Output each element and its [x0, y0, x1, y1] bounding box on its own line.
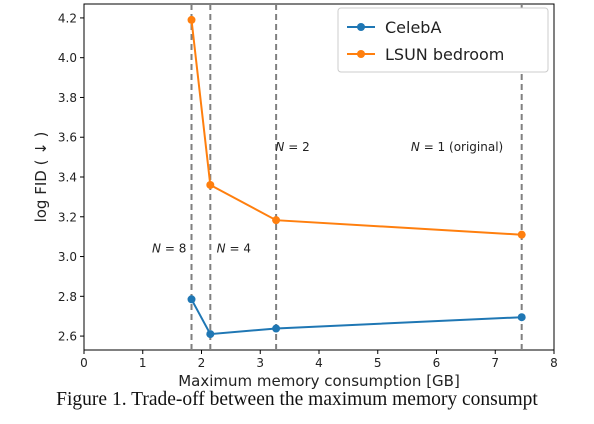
data-point — [187, 295, 196, 304]
data-point — [206, 330, 215, 339]
n-label: N = 8 — [152, 242, 186, 256]
x-tick-label: 4 — [315, 356, 323, 370]
y-tick-label: 3.8 — [58, 91, 77, 105]
y-tick-label: 3.6 — [58, 131, 77, 145]
data-point — [272, 324, 281, 333]
n-label: N = 4 — [217, 242, 251, 256]
x-tick-label: 6 — [433, 356, 441, 370]
y-tick-label: 2.6 — [58, 330, 77, 344]
y-tick-label: 3.0 — [58, 250, 77, 264]
x-tick-label: 8 — [550, 356, 558, 370]
y-tick-label: 3.2 — [58, 210, 77, 224]
n-label: N = 2 — [275, 140, 309, 154]
data-point — [206, 180, 215, 189]
x-tick-label: 1 — [139, 356, 147, 370]
series-line-1 — [190, 19, 522, 236]
x-tick-label: 7 — [491, 356, 499, 370]
series-line-0 — [190, 298, 522, 336]
legend-swatch-marker — [357, 50, 365, 58]
figure-caption: Figure 1. Trade-off between the maximum … — [56, 389, 538, 410]
data-point — [272, 216, 281, 225]
y-tick-label: 3.4 — [58, 171, 77, 185]
y-tick-label: 2.8 — [58, 290, 77, 304]
x-tick-label: 3 — [256, 356, 264, 370]
data-point — [517, 313, 526, 322]
x-tick-label: 2 — [198, 356, 206, 370]
legend-label: CelebA — [385, 18, 441, 37]
y-tick-label: 4.2 — [58, 11, 77, 25]
y-tick-label: 4.0 — [58, 51, 77, 65]
legend-box — [337, 7, 549, 73]
series-lines — [187, 15, 526, 339]
annotation-labels: N = 8 N = 4 N = 2 N = 1 (original) — [152, 140, 503, 255]
x-tick-label: 5 — [374, 356, 382, 370]
y-axis-label: log FID ( ↓ ) — [32, 132, 50, 223]
legend-swatch-marker — [357, 23, 365, 31]
x-tick-label: 0 — [80, 356, 88, 370]
chart: 0 1 2 3 4 5 6 7 8 2.6 2.8 3.0 3.2 3.4 3.6 3.8 4.0 4.2 Maxi… — [32, 3, 558, 390]
data-point — [187, 15, 196, 24]
legend: CelebA LSUN bedroom — [337, 7, 549, 73]
n-label: N = 1 (original) — [411, 140, 503, 154]
axes: 0 1 2 3 4 5 6 7 8 2.6 2.8 3.0 3.2 3.4 3.6 3.8 4.0 4.2 Maxi… — [32, 3, 558, 390]
legend-label: LSUN bedroom — [385, 45, 504, 64]
x-axis-label: Maximum memory consumption [GB] — [178, 372, 460, 390]
data-point — [517, 230, 526, 239]
